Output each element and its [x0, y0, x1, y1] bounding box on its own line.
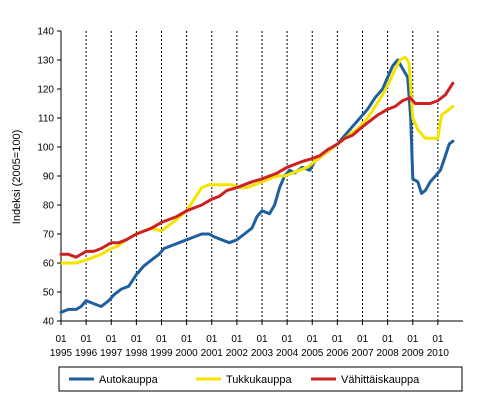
x-tick-year-label-2003: 2003 [251, 348, 274, 359]
y-tick-label-90: 90 [43, 172, 55, 183]
x-tick-month-label-2006: 01 [332, 334, 344, 345]
legend-label-0: Autokauppa [99, 374, 159, 386]
x-tick-year-label-1999: 1999 [150, 348, 173, 359]
x-tick-year-label-1996: 1996 [75, 348, 98, 359]
x-tick-month-label-1999: 01 [156, 334, 168, 345]
y-tick-label-50: 50 [43, 288, 55, 299]
x-tick-month-label-2005: 01 [307, 334, 319, 345]
series-line-0 [59, 58, 455, 314]
y-tick-label-70: 70 [43, 230, 55, 241]
x-tick-year-label-2010: 2010 [427, 348, 450, 359]
x-tick-month-label-2003: 01 [256, 334, 268, 345]
legend-label-1: Tukkukauppa [226, 374, 293, 386]
x-tick-month-label-1997: 01 [106, 334, 118, 345]
y-axis-title: Indeksi (2005=100) [11, 130, 23, 224]
x-tick-month-label-2004: 01 [282, 334, 294, 345]
x-tick-month-label-2008: 01 [382, 334, 394, 345]
x-axis-ticks: 01 1995 01 1996 01 1997 01 1998 01 1999 01 2000 01 20… [50, 321, 450, 359]
x-tick-month-label-2002: 01 [231, 334, 243, 345]
x-tick-year-label-2006: 2006 [326, 348, 349, 359]
gridlines [85, 31, 439, 321]
y-tick-label-40: 40 [43, 317, 55, 328]
x-tick-month-label-1998: 01 [131, 334, 143, 345]
x-tick-month-label-2007: 01 [357, 334, 369, 345]
x-tick-year-label-1998: 1998 [125, 348, 148, 359]
x-tick-year-label-1995: 1995 [50, 348, 73, 359]
x-tick-month-label-2001: 01 [206, 334, 218, 345]
y-tick-label-100: 100 [37, 143, 54, 154]
x-tick-year-label-2007: 2007 [351, 348, 374, 359]
x-tick-year-label-2005: 2005 [301, 348, 324, 359]
x-tick-year-label-2008: 2008 [377, 348, 400, 359]
x-tick-year-label-2009: 2009 [402, 348, 425, 359]
y-tick-label-110: 110 [38, 114, 54, 125]
y-tick-label-60: 60 [43, 259, 55, 270]
y-tick-label-140: 140 [37, 27, 54, 38]
series-lines [59, 55, 455, 314]
x-tick-year-label-2004: 2004 [276, 348, 299, 359]
x-tick-year-label-2002: 2002 [226, 348, 249, 359]
y-tick-label-130: 130 [37, 56, 54, 67]
series-line-2 [59, 81, 455, 259]
series-line-1 [59, 55, 455, 265]
x-tick-month-label-2010: 01 [432, 334, 444, 345]
x-tick-year-label-1997: 1997 [100, 348, 123, 359]
y-tick-label-120: 120 [37, 85, 54, 96]
legend-label-2: Vähittäiskauppa [341, 374, 420, 386]
x-tick-month-label-1995: 01 [55, 334, 67, 345]
x-tick-month-label-2000: 01 [181, 334, 193, 345]
y-tick-label-80: 80 [43, 201, 55, 212]
y-axis-ticks: 40 50 60 70 80 90 100 110 120 130 140 [37, 27, 61, 328]
x-tick-month-label-2009: 01 [407, 334, 419, 345]
x-tick-year-label-2000: 2000 [176, 348, 199, 359]
legend-box [58, 366, 463, 392]
x-tick-month-label-1996: 01 [81, 334, 93, 345]
legend: Autokauppa Tukkukauppa Vähittäiskauppa [58, 366, 463, 392]
x-tick-year-label-2001: 2001 [201, 348, 224, 359]
